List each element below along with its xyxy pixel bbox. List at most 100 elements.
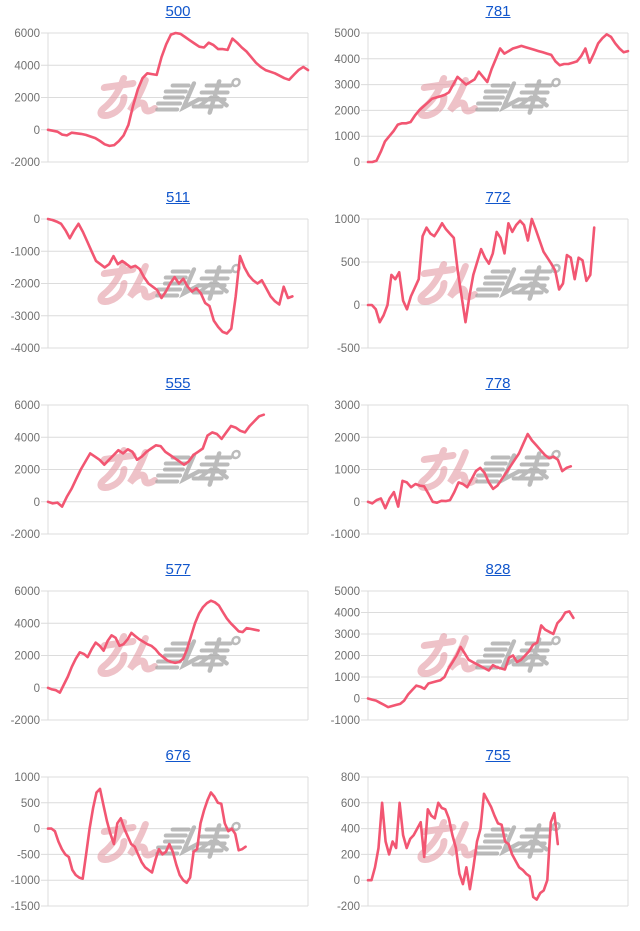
svg-text:1000: 1000 [334,214,360,226]
svg-text:1000: 1000 [334,131,360,143]
svg-text:-2000: -2000 [11,529,40,541]
chart-title-link[interactable]: 577 [165,561,191,578]
chart-title: 778 [368,375,628,393]
minrepo-watermark-logo [97,633,241,678]
line-chart: 0 -1000 -2000 -3000 -4000 [11,214,309,355]
svg-text:800: 800 [341,772,360,784]
svg-text:3000: 3000 [334,400,360,412]
minrepo-watermark-logo [97,75,241,120]
svg-text:200: 200 [341,849,360,861]
chart-title-link[interactable]: 555 [165,375,191,392]
chart-cell-577: 577 6000 4000 2000 0 -2000 [0,558,320,744]
svg-text:5000: 5000 [334,28,360,40]
line-chart: 3000 2000 1000 0 -1000 [331,400,629,541]
svg-text:-500: -500 [337,343,360,355]
svg-text:2000: 2000 [334,105,360,117]
line-chart: 6000 4000 2000 0 -2000 [11,400,309,541]
chart-cell-676: 676 1000 500 0 -500 -1000 -1500 [0,744,320,930]
svg-text:6000: 6000 [14,28,40,40]
svg-text:5000: 5000 [334,586,360,598]
chart-title-link[interactable]: 511 [166,189,190,206]
svg-text:-2000: -2000 [11,279,40,291]
chart-title: 772 [368,189,628,207]
chart-cell-772: 772 1000 500 0 -500 [320,186,640,372]
line-chart: 5000 4000 3000 2000 1000 0 [334,28,630,169]
svg-text:6000: 6000 [14,400,40,412]
chart-title-link[interactable]: 772 [485,189,511,206]
chart-title: 555 [48,375,308,393]
svg-text:1000: 1000 [334,465,360,477]
line-chart: 1000 500 0 -500 [334,214,629,355]
svg-text:0: 0 [354,875,360,887]
svg-text:0: 0 [34,497,40,509]
chart-title: 781 [368,3,628,21]
line-chart: 1000 500 0 -500 -1000 -1500 [11,772,309,913]
svg-text:-3000: -3000 [11,311,40,323]
line-chart: 800 600 400 200 0 -200 [337,772,629,913]
svg-text:0: 0 [34,824,40,836]
chart-title-link[interactable]: 778 [485,375,511,392]
svg-text:-1000: -1000 [11,875,40,887]
svg-text:1000: 1000 [334,672,360,684]
svg-text:2000: 2000 [14,465,40,477]
svg-text:4000: 4000 [334,608,360,620]
chart-title-link[interactable]: 500 [165,3,191,20]
minrepo-watermark-logo [417,261,561,306]
svg-text:400: 400 [341,824,360,836]
svg-text:-1500: -1500 [11,901,40,913]
svg-text:-500: -500 [17,849,40,861]
chart-title-link[interactable]: 781 [485,3,511,20]
svg-text:4000: 4000 [334,54,360,66]
line-chart: 6000 4000 2000 0 -2000 [11,28,310,169]
svg-text:1000: 1000 [14,772,40,784]
svg-text:0: 0 [34,125,40,137]
chart-title-link[interactable]: 676 [165,747,191,764]
chart-title: 500 [48,3,308,21]
svg-text:0: 0 [34,214,40,226]
chart-title: 511 [48,189,308,207]
svg-text:6000: 6000 [14,586,40,598]
svg-text:4000: 4000 [14,618,40,630]
svg-text:0: 0 [354,300,360,312]
minrepo-watermark-logo [417,819,561,864]
svg-text:-1000: -1000 [331,715,360,727]
chart-cell-755: 755 800 600 400 200 0 -200 [320,744,640,930]
svg-text:500: 500 [21,798,40,810]
svg-text:600: 600 [341,798,360,810]
svg-text:3000: 3000 [334,629,360,641]
svg-text:4000: 4000 [14,432,40,444]
chart-cell-828: 828 5000 4000 3000 2000 1000 0 -1000 [320,558,640,744]
line-chart: 5000 4000 3000 2000 1000 0 -1000 [331,586,629,727]
chart-title: 676 [48,747,308,765]
svg-text:4000: 4000 [14,60,40,72]
svg-text:0: 0 [354,694,360,706]
svg-text:-200: -200 [337,901,360,913]
svg-text:2000: 2000 [14,93,40,105]
minrepo-watermark-logo [97,261,241,306]
svg-text:-2000: -2000 [11,715,40,727]
svg-text:0: 0 [354,497,360,509]
minrepo-watermark-logo [417,633,561,678]
svg-text:2000: 2000 [334,432,360,444]
svg-text:3000: 3000 [334,80,360,92]
svg-text:2000: 2000 [14,651,40,663]
svg-text:-1000: -1000 [11,246,40,258]
chart-title-link[interactable]: 828 [485,561,511,578]
chart-cell-778: 778 3000 2000 1000 0 -1000 [320,372,640,558]
chart-cell-781: 781 5000 4000 3000 2000 1000 0 [320,0,640,186]
chart-cell-555: 555 6000 4000 2000 0 -2000 [0,372,320,558]
svg-text:2000: 2000 [334,651,360,663]
svg-text:-2000: -2000 [11,157,40,169]
svg-text:0: 0 [34,683,40,695]
chart-cell-500: 500 6000 4000 2000 0 -2000 [0,0,320,186]
chart-title: 828 [368,561,628,579]
minrepo-watermark-logo [417,75,561,120]
chart-cell-511: 511 0 -1000 -2000 -3000 -4000 [0,186,320,372]
chart-title-link[interactable]: 755 [485,747,511,764]
svg-text:500: 500 [341,257,360,269]
svg-text:-1000: -1000 [331,529,360,541]
chart-title: 755 [368,747,628,765]
minrepo-watermark-logo [417,447,561,492]
svg-text:0: 0 [354,157,360,169]
